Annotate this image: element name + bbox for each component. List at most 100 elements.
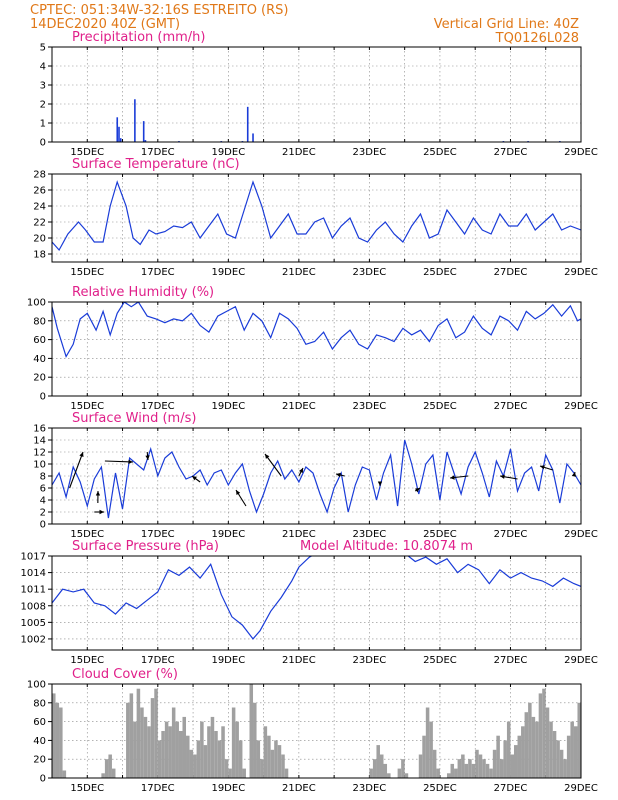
pressure-panel: Surface Pressure (hPa) Model Altitude: 10… [21,539,598,666]
cloud-bar [263,726,268,778]
cloud-bar [249,684,254,778]
precip-xtick-label: 23DEC [353,147,387,158]
pressure-line [52,556,581,640]
cloud-bar [521,726,525,778]
wind-data [52,439,581,519]
precip-bar [246,106,249,142]
cloud-bar [260,759,264,778]
cloud-bar [182,716,187,778]
temp-data [52,180,581,252]
cloud-bar [52,693,56,778]
wind-vector-head [95,491,101,496]
wind-vector-head [540,465,545,470]
cloud-ytick-label: 20 [33,755,46,766]
wind-ytick-label: 2 [40,508,46,519]
temp-xtick-label: 19DEC [211,267,245,278]
wind-vector-head [79,452,84,457]
wind-xtick-label: 25DEC [423,529,457,540]
cloud-xtick-label: 29DEC [564,783,598,794]
wind-xtick-label: 21DEC [282,529,316,540]
temp-panel: Surface Temperature (nC) 18 20 22 24 26 28 15DE… [33,157,598,278]
cloud-bar [207,726,211,778]
header-station: CPTEC: 051:34W-32:16S ESTREITO (RS) [30,3,288,18]
cloud-bar [566,735,571,778]
rh-xtick-label: 25DEC [423,401,457,412]
precip-ytick-label: 1 [40,119,46,130]
cloud-bar [499,759,504,778]
pressure-title: Surface Pressure (hPa) [72,539,219,554]
precip-bar [144,140,147,142]
cloud-bar [475,749,479,778]
cloud-title: Cloud Cover (%) [72,667,178,682]
cloud-frame [51,683,582,779]
pressure-xtick-label: 17DEC [141,655,175,666]
cloud-bar [397,768,402,778]
pressure-xtick-label: 15DEC [70,655,104,666]
wind-vector-head [299,468,303,473]
cloud-bar [196,740,201,778]
cloud-bar [193,754,197,778]
cloud-ytick-label: 40 [33,736,46,747]
wind-vector [264,453,282,477]
cloud-bar [404,773,409,778]
cloud-ytick-label: 0 [40,774,46,785]
wind-vector-head [145,455,150,460]
cloud-bar [454,768,458,778]
cloud-bar [372,759,377,778]
pressure-frame [51,555,582,651]
cloud-bar [143,716,148,778]
rh-data [52,302,581,358]
cloud-bar [59,707,63,778]
cloud-bar [175,721,179,778]
pressure-xtick-label: 27DEC [494,655,528,666]
cloud-bar [178,731,183,778]
temp-ytick-label: 18 [33,250,46,261]
wind-vector-head [415,488,420,493]
pressure-data [52,556,581,640]
cloud-bar [168,726,172,778]
cloud-bar [217,740,222,778]
cloud-bar [436,768,440,778]
temp-ytick-label: 26 [33,186,46,197]
cloud-bar [510,754,514,778]
wind-vector [104,460,134,463]
pressure-annotation: Model Altitude: 10.8074 m [300,539,473,554]
temp-xtick-label: 17DEC [141,267,175,278]
cloud-bar [235,721,239,778]
cloud-bar [457,759,462,778]
cloud-bar [401,759,405,778]
cloud-bar [531,716,536,778]
temp-xtick-label: 23DEC [353,267,387,278]
cloud-bar [129,693,134,778]
cloud-bar [281,754,285,778]
cloud-bar [228,768,232,778]
cloud-bar [418,754,423,778]
precip-ytick-label: 2 [40,100,46,111]
wind-ytick-label: 4 [40,496,46,507]
cloud-bar [200,721,204,778]
wind-vector-head [265,454,270,459]
pressure-ytick-label: 1002 [21,634,46,645]
cloud-bar [535,721,539,778]
cloud-bar [62,770,67,778]
precip-data [116,99,561,142]
cloud-xtick-label: 17DEC [141,783,175,794]
cloud-bar [221,726,225,778]
cloud-bar [214,731,218,778]
rh-frame [51,301,582,397]
cloud-bar [485,763,490,778]
pressure-xtick-label: 23DEC [353,655,387,666]
cloud-bar [482,759,486,778]
temp-xtick-label: 25DEC [423,267,457,278]
cloud-bar [277,745,282,778]
rh-ytick-label: 40 [33,354,46,365]
rh-xtick-label: 19DEC [211,401,245,412]
cloud-bar [111,768,116,778]
precip-ytick-label: 5 [40,43,46,54]
cloud-bar [55,702,60,778]
cloud-bar [422,735,426,778]
cloud-bar [274,740,278,778]
cloud-bar [171,707,176,778]
temp-xtick-label: 29DEC [564,267,598,278]
